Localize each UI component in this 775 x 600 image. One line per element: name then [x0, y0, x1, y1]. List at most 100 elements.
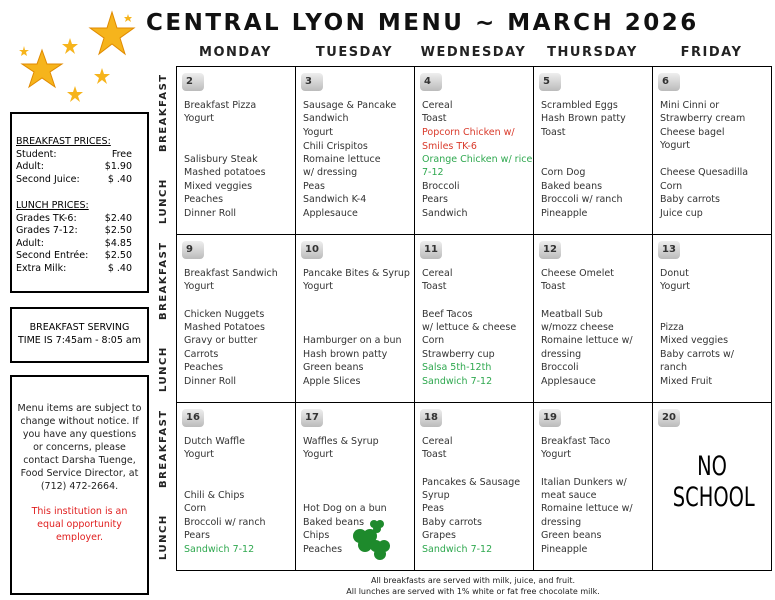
price-row: Adult: $1.90 — [16, 161, 143, 174]
price-value: $ .40 — [107, 173, 132, 185]
menu-item: Corn — [660, 180, 683, 192]
footer-line: All breakfasts are served with milk, jui… — [370, 576, 576, 585]
menu-item: Corn — [184, 503, 207, 515]
menu-item: Yogurt — [303, 126, 334, 138]
day-cell: 20 NO SCHOOL — [652, 402, 772, 571]
menu-item: Yogurt — [303, 449, 334, 461]
menu-item: Hash Brown patty — [541, 113, 626, 125]
price-value: $2.50 — [104, 225, 132, 236]
menu-item: Cereal — [422, 268, 453, 279]
day-cell: 9 Breakfast Sandwich Yogurt Chicken Nuggets… — [176, 234, 296, 403]
menu-item: Pancake Bites & Syrup — [303, 268, 410, 279]
price-value: Free — [111, 148, 132, 160]
menu-item: Apple Slices — [303, 375, 361, 387]
menu-item: w/ dressing — [303, 167, 358, 179]
date-badge: 5 — [539, 73, 561, 91]
menu-item: Mixed veggies — [184, 180, 253, 192]
menu-item: Sandwich — [422, 207, 468, 219]
menu-item: w/mozz cheese — [541, 321, 614, 333]
price-label: Second Entrée: — [16, 250, 89, 261]
price-row: Extra Milk: $ .40 — [16, 263, 143, 276]
menu-item: Grapes — [422, 530, 456, 542]
lunch-list: Meatball Sub w/mozz cheese Romaine lettuce… — [541, 308, 633, 388]
menu-item: Cheese Quesadilla — [660, 167, 749, 179]
date-badge: 13 — [658, 241, 680, 259]
menu-item: Cereal — [422, 436, 453, 447]
menu-item: Broccoli w/ ranch — [541, 194, 623, 206]
day-header: THURSDAY — [547, 45, 638, 60]
menu-item: Baby carrots — [660, 194, 720, 206]
menu-item: Pears — [184, 530, 210, 542]
breakfast-list: Cereal Toast — [422, 435, 452, 462]
menu-item: Hot Dog on a bun — [303, 503, 387, 515]
menu-item: Sandwich — [303, 113, 349, 125]
price-row: Grades 7-12: $2.50 — [16, 225, 143, 238]
notice: Menu items are subject to change without… — [17, 403, 142, 492]
menu-item: Beef Tacos — [422, 308, 473, 320]
day-cell: 18 Cereal Toast Pancakes & Sausage Syrup Peas… — [414, 402, 534, 571]
menu-item: ranch — [660, 362, 687, 374]
date-badge: 17 — [301, 409, 323, 427]
menu-item: Carrots — [184, 348, 219, 360]
lunch-list: Chili Crispitos Romaine lettuce w/ dressin… — [303, 140, 381, 220]
menu-item: Pineapple — [541, 207, 588, 219]
date-badge: 9 — [182, 241, 204, 259]
spacer — [16, 186, 143, 196]
day-cell: 10 Pancake Bites & Syrup Yogurt Hamburger o… — [295, 234, 415, 403]
breakfast-list: Cereal Toast — [422, 267, 452, 294]
meal-label: BREAKFAST — [158, 409, 169, 488]
price-value: $1.90 — [104, 161, 132, 172]
lunch-list: Chili & Chips Corn Broccoli w/ ranch Pears S… — [184, 489, 266, 556]
menu-item: Cereal — [422, 100, 453, 111]
lunch-list: Pancakes & Sausage Syrup Peas Baby carrots G… — [422, 476, 520, 556]
menu-item: Chili & Chips — [184, 489, 245, 501]
lunch-list: Hot Dog on a bun Baked beans Chips Peaches — [303, 502, 387, 556]
menu-item: Toast — [422, 281, 447, 293]
date-badge: 18 — [420, 409, 442, 427]
lunch-list: Salisbury Steak Mashed potatoes Mixed vegg… — [184, 153, 266, 220]
title: CENTRAL LYON MENU ~ MARCH 2026 — [146, 10, 699, 36]
menu-item: Sandwich K-4 — [303, 194, 367, 206]
price-value: $4.85 — [104, 237, 132, 249]
menu-item: Mixed Fruit — [660, 375, 713, 387]
price-label: Adult: — [16, 161, 44, 172]
price-label: Grades TK-6: — [16, 212, 77, 224]
price-value: $2.40 — [104, 212, 132, 224]
date-badge: 11 — [420, 241, 442, 259]
menu-item: meat sauce — [541, 489, 597, 501]
date-badge: 10 — [301, 241, 323, 259]
menu-item: Strawberry cream — [660, 113, 746, 125]
breakfast-list: Donut Yogurt — [660, 267, 690, 294]
serving-time-box: BREAKFAST SERVING TIME IS 7:45am - 8:05 … — [10, 307, 149, 363]
menu-item: Peas — [303, 180, 326, 192]
menu-item: Broccoli w/ ranch — [184, 516, 266, 528]
lunch-list: Beef Tacos w/ lettuce & cheese Corn Strawbe… — [422, 308, 516, 388]
meal-label: BREAKFAST — [158, 73, 169, 152]
date-badge: 6 — [658, 73, 680, 91]
menu-item: Peas — [422, 503, 445, 515]
breakfast-list: Breakfast Pizza Yogurt — [184, 99, 256, 126]
menu-item: Peaches — [184, 194, 224, 206]
meal-label: LUNCH — [158, 346, 169, 392]
price-label: Grades 7-12: — [16, 225, 78, 236]
menu-item: Cheese bagel — [660, 126, 725, 138]
menu-item: Broccoli — [422, 180, 460, 192]
day-header: MONDAY — [199, 45, 272, 60]
menu-item: Strawberry cup — [422, 348, 495, 360]
menu-item: w/ lettuce & cheese — [422, 321, 517, 333]
breakfast-list: Mini Cinni or Strawberry cream Cheese bage… — [660, 99, 745, 153]
day-cell: 13 Donut Yogurt Pizza Mixed veggies Baby carr… — [652, 234, 772, 403]
menu-item: Green beans — [541, 530, 602, 542]
menu-item: 7-12 — [422, 167, 444, 179]
meal-label: BREAKFAST — [158, 241, 169, 320]
date-badge: 4 — [420, 73, 442, 91]
price-value: $2.50 — [104, 250, 132, 261]
day-cell: 11 Cereal Toast Beef Tacos w/ lettuce & chee… — [414, 234, 534, 403]
menu-item: Romaine lettuce — [303, 153, 381, 165]
menu-item: Donut — [660, 268, 689, 279]
menu-item: Breakfast Pizza — [184, 100, 257, 111]
menu-item: dressing — [541, 516, 582, 528]
date-badge: 12 — [539, 241, 561, 259]
menu-item: Yogurt — [184, 113, 215, 125]
menu-item: Peaches — [184, 362, 224, 374]
